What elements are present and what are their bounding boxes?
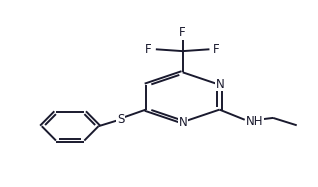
Text: F: F bbox=[145, 43, 152, 56]
Text: F: F bbox=[179, 26, 186, 39]
Text: NH: NH bbox=[246, 115, 264, 128]
Text: F: F bbox=[213, 43, 220, 56]
Text: N: N bbox=[179, 117, 188, 129]
Text: S: S bbox=[117, 113, 124, 126]
Text: N: N bbox=[216, 78, 225, 91]
